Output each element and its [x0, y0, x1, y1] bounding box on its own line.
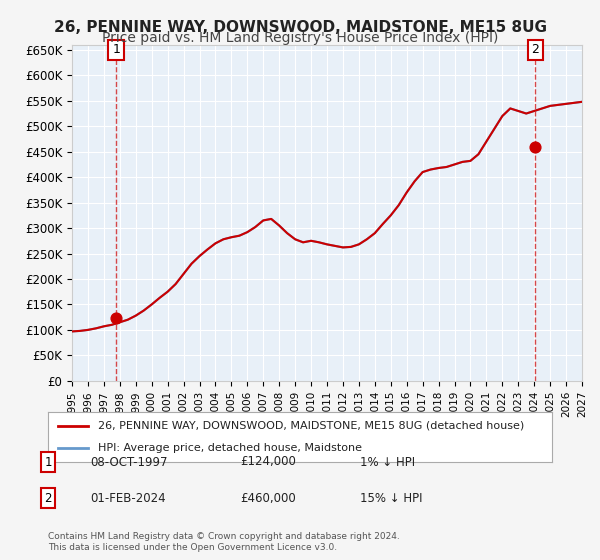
Text: £460,000: £460,000: [240, 492, 296, 505]
Text: Contains HM Land Registry data © Crown copyright and database right 2024.
This d: Contains HM Land Registry data © Crown c…: [48, 532, 400, 552]
Text: 1: 1: [112, 43, 120, 57]
Point: [112, 313, 121, 322]
Text: Price paid vs. HM Land Registry's House Price Index (HPI): Price paid vs. HM Land Registry's House …: [102, 31, 498, 45]
Text: 26, PENNINE WAY, DOWNSWOOD, MAIDSTONE, ME15 8UG: 26, PENNINE WAY, DOWNSWOOD, MAIDSTONE, M…: [53, 20, 547, 35]
Text: £124,000: £124,000: [240, 455, 296, 469]
Text: 2: 2: [532, 43, 539, 57]
Text: 15% ↓ HPI: 15% ↓ HPI: [360, 492, 422, 505]
Text: 2: 2: [44, 492, 52, 505]
Text: 1: 1: [44, 455, 52, 469]
Point: [530, 142, 540, 151]
Text: 01-FEB-2024: 01-FEB-2024: [90, 492, 166, 505]
Text: 1% ↓ HPI: 1% ↓ HPI: [360, 455, 415, 469]
Text: 26, PENNINE WAY, DOWNSWOOD, MAIDSTONE, ME15 8UG (detached house): 26, PENNINE WAY, DOWNSWOOD, MAIDSTONE, M…: [98, 421, 524, 431]
Text: HPI: Average price, detached house, Maidstone: HPI: Average price, detached house, Maid…: [98, 443, 362, 453]
Text: 08-OCT-1997: 08-OCT-1997: [90, 455, 167, 469]
